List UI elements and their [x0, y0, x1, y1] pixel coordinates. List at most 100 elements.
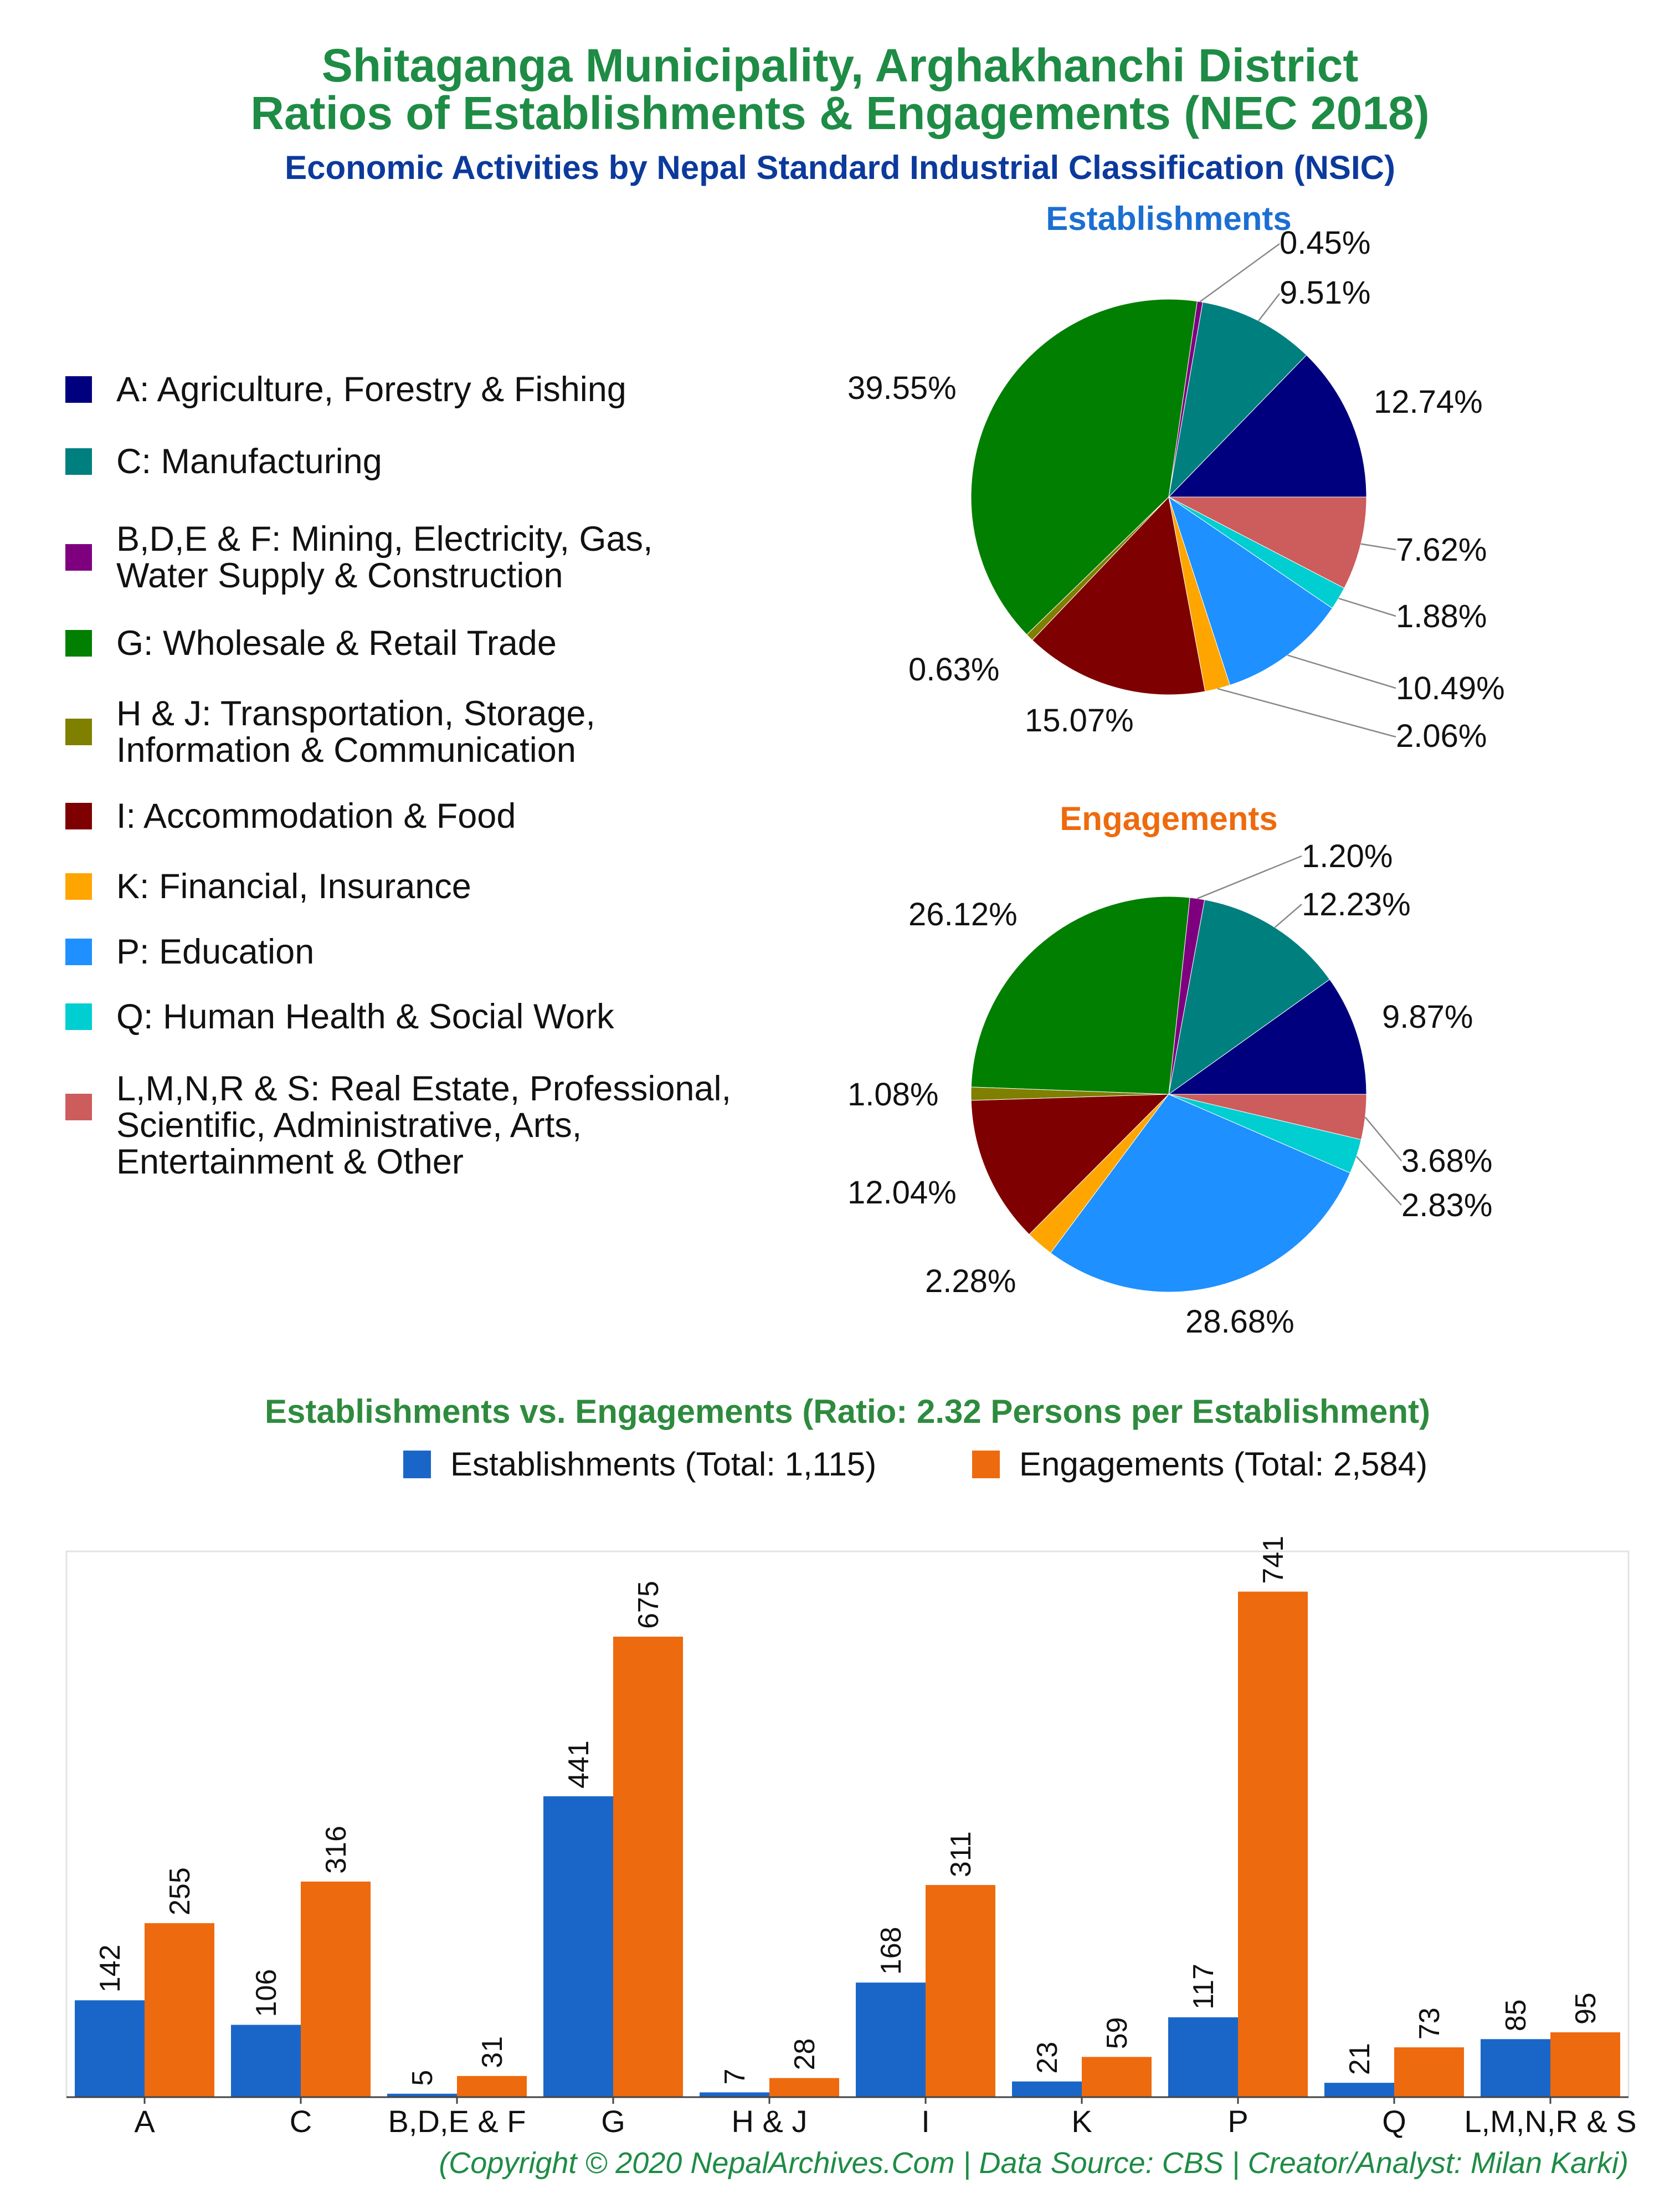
pie-leader-line [1274, 904, 1302, 928]
bar-value-label: 741 [1257, 1536, 1289, 1584]
legend-swatch [65, 939, 92, 965]
bar [1082, 2057, 1152, 2097]
bar-value-label: 142 [94, 1944, 126, 1992]
pie-data-label: 39.55% [847, 370, 957, 406]
bar-value-label: 7 [719, 2068, 751, 2084]
pie-data-label: 12.23% [1302, 887, 1411, 923]
bar-value-label: 31 [476, 2036, 508, 2068]
pie-leader-line [1217, 688, 1396, 738]
pie-data-label: 0.45% [1280, 225, 1370, 261]
bar-legend-swatch [403, 1451, 431, 1478]
legend-label: K: Financial, Insurance [116, 867, 471, 906]
x-tick-label: I [921, 2104, 930, 2139]
bar-legend-swatch [972, 1451, 1000, 1478]
x-tick-label: L,M,N,R & S [1464, 2104, 1636, 2139]
bar-value-label: 106 [250, 1969, 282, 2017]
bar [75, 2000, 145, 2097]
legend-swatch [65, 376, 92, 403]
bar [926, 1885, 995, 2097]
pie-data-label: 15.07% [1025, 703, 1134, 739]
legend-swatch [65, 803, 92, 829]
x-tick-label: C [290, 2104, 312, 2139]
pie-data-label: 0.63% [908, 652, 999, 688]
bar [1168, 2017, 1238, 2097]
pie-slice [970, 896, 1190, 1095]
bar-value-label: 168 [875, 1926, 907, 1975]
x-tick-label: B,D,E & F [388, 2104, 526, 2139]
bar-value-label: 85 [1500, 1999, 1532, 2031]
bar-legend-label: Engagements (Total: 2,584) [1019, 1446, 1427, 1483]
legend-swatch [65, 873, 92, 900]
pie-data-label: 2.06% [1396, 718, 1487, 754]
pie-leader-line [1360, 543, 1396, 551]
bar-value-label: 311 [945, 1831, 977, 1877]
bar [457, 2076, 527, 2097]
pie-leader-line [1199, 243, 1280, 303]
pie-slice [1168, 1094, 1367, 1140]
pie-data-label: 10.49% [1396, 670, 1505, 706]
bar [1012, 2081, 1082, 2097]
pie-leader-line [1364, 1116, 1402, 1161]
pie-slice [1031, 496, 1206, 695]
bar [1481, 2039, 1550, 2097]
bar-legend-label: Establishments (Total: 1,115) [450, 1446, 876, 1483]
pie-data-label: 12.74% [1374, 384, 1483, 420]
copyright-footer: (Copyright © 2020 NepalArchives.Com | Da… [439, 2146, 1628, 2180]
pie-data-label: 9.87% [1382, 999, 1473, 1035]
bar [856, 1982, 926, 2097]
bar [231, 2025, 301, 2097]
x-tick-label: Q [1382, 2104, 1406, 2139]
bar [613, 1636, 683, 2097]
bar [1394, 2047, 1464, 2097]
bar [145, 1923, 214, 2097]
chart-title-line-1: Shitaganga Municipality, Arghakhanchi Di… [321, 39, 1359, 91]
bar-value-label: 95 [1570, 1992, 1602, 2025]
pie-leader-line [1338, 597, 1396, 617]
chart-subtitle: Economic Activities by Nepal Standard In… [285, 149, 1395, 186]
pie-slice [1168, 496, 1333, 686]
pie-title: Establishments [1046, 200, 1291, 237]
bar-value-label: 675 [633, 1581, 665, 1629]
legend-label: A: Agriculture, Forestry & Fishing [116, 370, 626, 409]
bar-value-label: 117 [1188, 1964, 1220, 2010]
bar [700, 2092, 769, 2097]
bar [387, 2093, 457, 2097]
pie-leader-line [1355, 1156, 1402, 1206]
legend-label: C: Manufacturing [116, 442, 382, 481]
pie-data-label: 1.88% [1396, 598, 1487, 634]
legend-swatch [65, 630, 92, 657]
bar [1324, 2083, 1394, 2097]
pie-slice [970, 299, 1198, 636]
bar [1238, 1591, 1308, 2097]
bar-value-label: 21 [1344, 2043, 1376, 2075]
bar [543, 1796, 613, 2097]
bar-value-label: 28 [789, 2038, 821, 2071]
legend-swatch [65, 719, 92, 745]
bar-value-label: 59 [1101, 2017, 1133, 2049]
bar-value-label: 5 [407, 2070, 439, 2086]
pie-slice [1050, 1094, 1351, 1293]
x-tick-label: H & J [732, 2104, 808, 2139]
pie-data-label: 1.08% [847, 1077, 938, 1113]
legend-swatch [65, 448, 92, 475]
pie-data-label: 9.51% [1280, 275, 1370, 311]
legend-label: Q: Human Health & Social Work [116, 997, 614, 1036]
pie-slice [1168, 978, 1367, 1095]
bar-value-label: 441 [563, 1740, 595, 1789]
pie-data-label: 26.12% [908, 896, 1018, 932]
bar-value-label: 23 [1031, 2042, 1064, 2074]
pie-slice [1168, 355, 1367, 498]
pie-data-label: 2.83% [1401, 1187, 1492, 1223]
x-tick-label: G [601, 2104, 625, 2139]
bar [301, 1881, 371, 2097]
pie-data-label: 12.04% [847, 1175, 957, 1211]
legend-label: L,M,N,R & S: Real Estate, Professional, … [116, 1069, 731, 1181]
pie-data-label: 3.68% [1401, 1143, 1492, 1179]
legend-label: H & J: Transportation, Storage, Informat… [116, 694, 595, 770]
pie-data-label: 7.62% [1396, 532, 1487, 568]
legend-label: G: Wholesale & Retail Trade [116, 624, 557, 663]
x-tick-label: K [1071, 2104, 1092, 2139]
bar [1550, 2032, 1620, 2097]
legend-label: B,D,E & F: Mining, Electricity, Gas, Wat… [116, 520, 653, 595]
x-tick-label: A [134, 2104, 155, 2139]
